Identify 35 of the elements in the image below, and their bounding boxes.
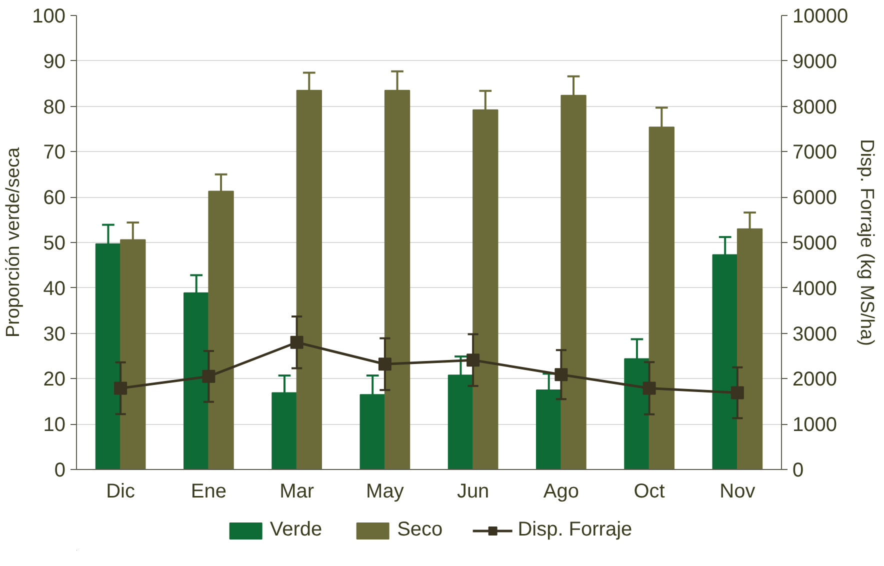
y-tick-label: 10 — [43, 414, 66, 436]
y2-tick-label: 5000 — [792, 232, 837, 254]
x-tick-label: Mar — [280, 480, 314, 502]
x-tick-label: May — [366, 480, 404, 502]
y2-tick-label: 2000 — [792, 368, 837, 391]
x-tick-label: Ene — [190, 480, 226, 502]
x-tick-label: Dic — [106, 480, 136, 502]
x-tick-label: Nov — [720, 480, 756, 502]
y-tick-label: 50 — [43, 232, 66, 254]
y-tick-label: 100 — [32, 6, 66, 28]
y-tick-label: 90 — [43, 50, 66, 73]
y2-tick-label: 10000 — [792, 6, 848, 28]
y2-tick-label: 4000 — [792, 278, 837, 300]
y2-tick-label: 6000 — [792, 187, 837, 210]
y2-tick-label: 8000 — [792, 96, 837, 118]
x-tick-label: Jun — [456, 480, 490, 502]
y2-tick-label: 0 — [792, 460, 804, 482]
y2-tick-label: 1000 — [792, 414, 837, 436]
x-tick-label: Ago — [543, 480, 579, 502]
legend-label: Seco — [397, 518, 443, 542]
y-tick-label: 70 — [43, 142, 66, 164]
y-axis-title: Proporción verde/seca — [3, 147, 24, 338]
y-tick-label: 30 — [43, 323, 66, 346]
y-tick-label: 40 — [43, 278, 66, 300]
y-tick-label: 20 — [43, 368, 66, 391]
y2-tick-label: 7000 — [792, 142, 837, 164]
y2-tick-label: 3000 — [792, 323, 837, 346]
y2-axis-title: Disp. Forraje (kg MS/ha) — [856, 139, 878, 346]
x-tick-label: Oct — [634, 480, 666, 502]
y-tick-label: 0 — [54, 460, 66, 482]
legend-label: Disp. Forraje — [518, 518, 632, 542]
legend-label: Verde — [270, 518, 322, 542]
y-tick-label: 60 — [43, 187, 66, 210]
y-tick-label: 80 — [43, 96, 66, 118]
y2-tick-label: 9000 — [792, 50, 837, 73]
